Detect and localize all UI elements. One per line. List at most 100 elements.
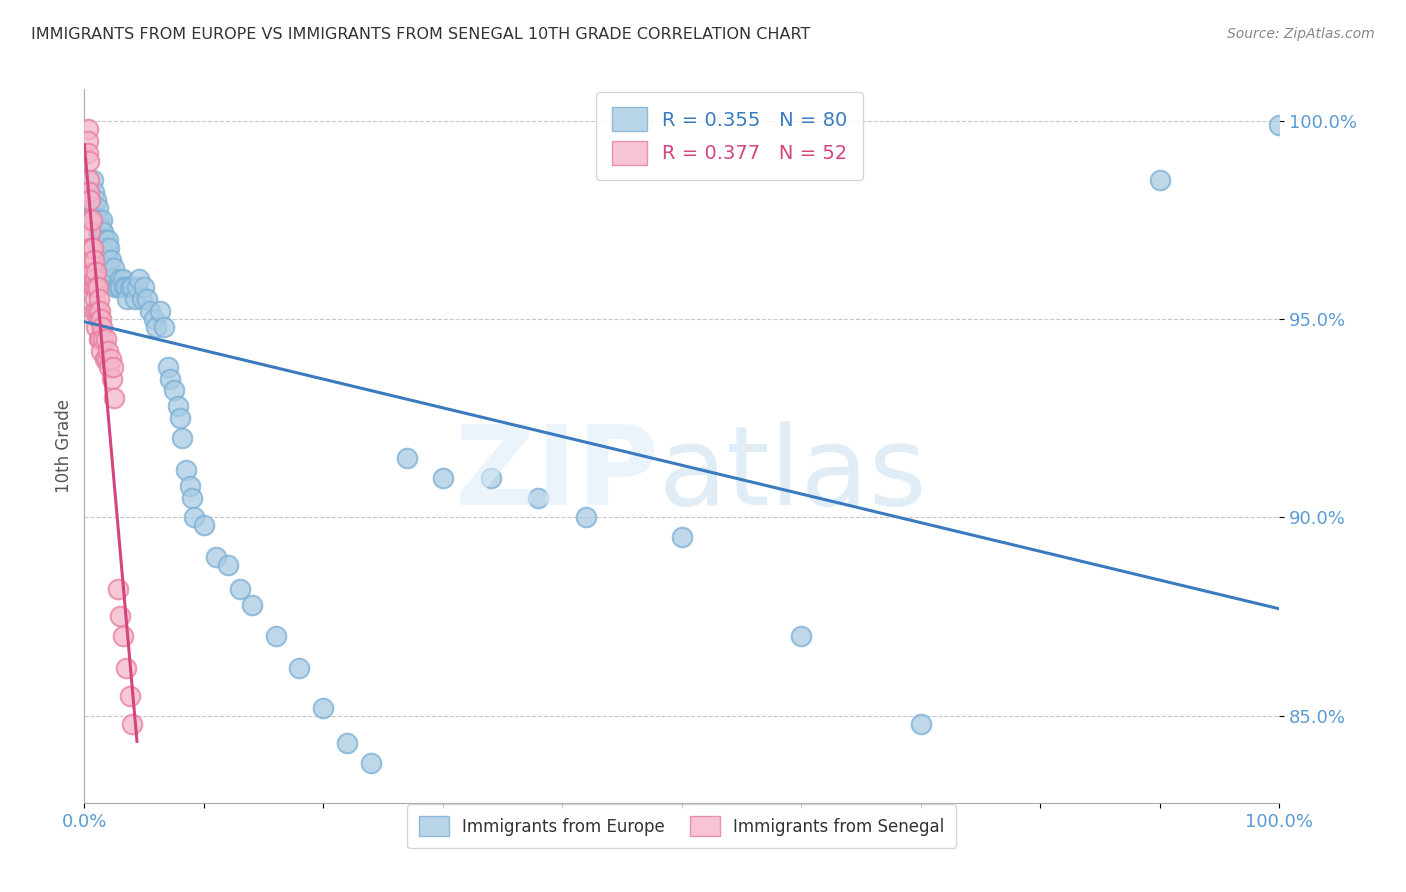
Point — [172, 431, 194, 445]
Point — [79, 213, 101, 227]
Point — [96, 241, 118, 255]
Point — [82, 173, 104, 187]
Point — [96, 351, 118, 366]
Point — [101, 359, 124, 374]
Point — [790, 629, 813, 643]
Point — [90, 312, 112, 326]
Point — [83, 252, 105, 267]
Point — [86, 225, 108, 239]
Point — [112, 280, 135, 294]
Point — [89, 225, 111, 239]
Text: Source: ZipAtlas.com: Source: ZipAtlas.com — [1227, 27, 1375, 41]
Point — [107, 280, 129, 294]
Point — [84, 272, 107, 286]
Point — [117, 293, 139, 307]
Point — [79, 252, 101, 267]
Point — [479, 471, 502, 485]
Point — [312, 700, 335, 714]
Point — [179, 478, 201, 492]
Point — [101, 371, 124, 385]
Point — [83, 186, 105, 200]
Point — [80, 264, 103, 278]
Point — [86, 264, 108, 278]
Point — [86, 201, 108, 215]
Point — [527, 491, 550, 505]
Point — [86, 304, 108, 318]
Point — [125, 280, 148, 294]
Point — [107, 582, 129, 596]
Point — [360, 756, 382, 771]
Point — [83, 280, 105, 294]
Y-axis label: 10th Grade: 10th Grade — [55, 399, 73, 493]
Point — [288, 661, 311, 675]
Point — [94, 241, 117, 255]
Point — [145, 320, 167, 334]
Point — [910, 716, 932, 731]
Point — [336, 736, 359, 750]
Point — [121, 280, 143, 294]
Point — [110, 280, 132, 294]
Point — [87, 312, 110, 326]
Point — [93, 225, 115, 239]
Point — [671, 530, 693, 544]
Point — [432, 471, 454, 485]
Point — [217, 558, 239, 572]
Point — [132, 280, 156, 294]
Point — [100, 351, 122, 366]
Text: atlas: atlas — [658, 421, 927, 528]
Point — [229, 582, 252, 596]
Point — [104, 280, 127, 294]
Point — [118, 689, 141, 703]
Point — [90, 343, 112, 358]
Point — [124, 293, 146, 307]
Point — [98, 241, 121, 255]
Point — [87, 233, 110, 247]
Point — [159, 371, 181, 385]
Point — [86, 193, 108, 207]
Point — [264, 629, 287, 643]
Point — [193, 518, 215, 533]
Point — [174, 463, 197, 477]
Point — [87, 213, 110, 227]
Point — [89, 304, 111, 318]
Point — [86, 213, 108, 227]
Point — [79, 193, 101, 207]
Point — [87, 293, 110, 307]
Point — [135, 293, 157, 307]
Point — [101, 272, 124, 286]
Point — [111, 272, 134, 286]
Point — [128, 272, 150, 286]
Point — [82, 264, 104, 278]
Legend: Immigrants from Europe, Immigrants from Senegal: Immigrants from Europe, Immigrants from … — [408, 805, 956, 848]
Point — [79, 241, 101, 255]
Point — [110, 272, 132, 286]
Point — [139, 304, 162, 318]
Point — [77, 121, 100, 136]
Point — [79, 193, 101, 207]
Point — [84, 213, 107, 227]
Point — [121, 716, 143, 731]
Point — [77, 134, 100, 148]
Point — [115, 661, 138, 675]
Point — [77, 153, 100, 168]
Point — [83, 304, 105, 318]
Point — [90, 241, 112, 255]
Point — [111, 629, 134, 643]
Point — [103, 260, 125, 275]
Point — [86, 320, 108, 334]
Point — [110, 609, 132, 624]
Point — [80, 213, 103, 227]
Point — [131, 293, 153, 307]
Point — [90, 221, 112, 235]
Point — [80, 241, 103, 255]
Point — [183, 510, 205, 524]
Point — [103, 392, 125, 406]
Point — [98, 359, 121, 374]
Point — [83, 201, 105, 215]
Point — [84, 293, 107, 307]
Point — [93, 252, 115, 267]
Point — [97, 252, 120, 267]
Point — [169, 411, 191, 425]
Point — [149, 304, 172, 318]
Point — [118, 280, 141, 294]
